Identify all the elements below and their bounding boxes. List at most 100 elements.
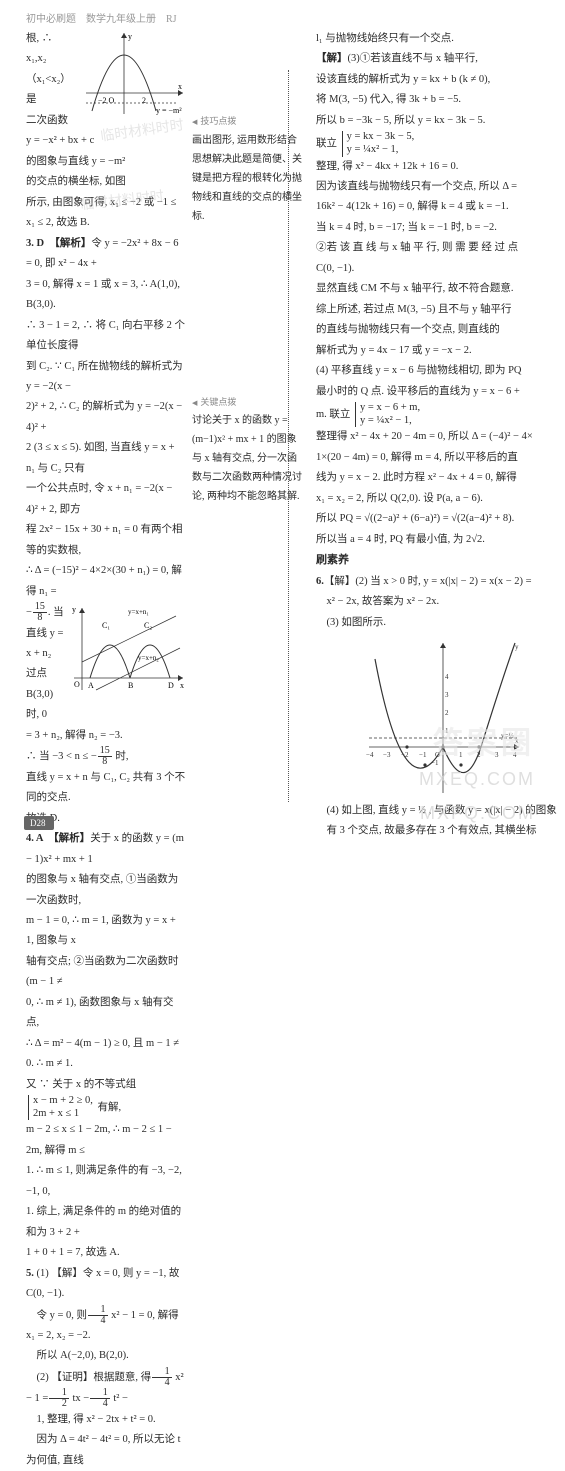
text-line: 1. ∴ m ≤ 1, 则满足条件的有 −3, −2, −1, 0, xyxy=(26,1161,186,1202)
text-line: 联立 y = kx − 3k − 5, y = ¼x² − 1, xyxy=(316,131,565,156)
text-line: 解析式为 y = 4x − 17 或 y = −x − 2. xyxy=(316,341,565,361)
text-line: (3) 如图所示. xyxy=(316,613,565,633)
analysis-label: 【解析】 xyxy=(55,238,92,249)
text-line: 轴有交点; ②当函数为二次函数时 (m − 1 ≠ xyxy=(26,952,186,993)
svg-text:3: 3 xyxy=(445,691,449,699)
text-line: 因为 Δ = 4t² − 4t² = 0, 所以无论 t 为何值, 直线 xyxy=(26,1430,186,1471)
svg-text:C₁: C₁ xyxy=(102,621,110,630)
svg-text:y=x+n₂: y=x+n₂ xyxy=(138,654,159,662)
text-line: 所以 b = −3k − 5, 所以 y = kx − 3k − 5. xyxy=(316,111,565,131)
text-line: ∴ Δ = m² − 4(m − 1) ≥ 0, 且 m − 1 ≠ 0. ∴ … xyxy=(26,1034,186,1075)
svg-text:B: B xyxy=(128,681,133,690)
svg-text:y=x+n₁: y=x+n₁ xyxy=(128,608,149,616)
key-tag: 关键点拨 xyxy=(192,394,302,412)
svg-text:x: x xyxy=(178,82,182,91)
column-divider xyxy=(288,70,289,802)
text-line: 2 (3 ≤ x ≤ 5). 如图, 当直线 y = x + n₁ 与 C₂ 只… xyxy=(26,438,186,479)
q3-block: 3. D 【解析】令 y = −2x² + 8x − 6 = 0, 即 x² −… xyxy=(26,234,186,829)
text-line: 最小时的 Q 点. 设平移后的直线为 y = x − 6 + xyxy=(316,382,565,402)
q4-block: 4. A 【解析】关于 x 的函数 y = (m − 1)x² + mx + 1… xyxy=(26,829,186,1264)
text-line: 又 ∵ 关于 x 的不等式组 x − m + 2 ≥ 0, 2m + x ≤ 1… xyxy=(26,1075,186,1121)
page-header: 初中必刷题 数学九年级上册 RJ xyxy=(26,10,555,25)
svg-text:y: y xyxy=(515,643,519,651)
analysis-label: 【解析】 xyxy=(53,833,90,844)
q3-label: 3. D xyxy=(26,238,55,249)
svg-text:2: 2 xyxy=(142,96,146,105)
text-line: 显然直线 CM 不与 x 轴平行, 故不符合题意. xyxy=(316,279,565,299)
svg-text:−2 O: −2 O xyxy=(98,96,115,105)
parabola-graph-svg: x y −2 O 2 y = −m² xyxy=(78,29,186,117)
text-line: 当 k = 4 时, b = −17; 当 k = −1 时, b = −2. xyxy=(316,218,565,238)
text-line: 二次函数 y = −x² + bx + c xyxy=(26,111,186,152)
text-line: 综上所述, 若过点 M(3, −5) 且不与 y 轴平行 xyxy=(316,300,565,320)
svg-text:x: x xyxy=(180,681,184,690)
text-line: 16k² − 4(12k + 16) = 0, 解得 k = 4 或 k = −… xyxy=(316,197,565,217)
text-line: 1. 综上, 满足条件的 m 的绝对值的和为 3 + 2 + xyxy=(26,1202,186,1243)
text-line: 到 C₂. ∵ C₁ 所在抛物线的解析式为 y = −2(x − xyxy=(26,357,186,398)
svg-text:A: A xyxy=(88,681,94,690)
text-line: 整理得 x² − 4x + 20 − 4m = 0, 所以 Δ = (−4)² … xyxy=(316,427,565,447)
text-line: 所示, 由图象可得, x₁ ≤ −2 或 −1 ≤ x₁ ≤ 2, 故选 B. xyxy=(26,193,186,234)
svg-text:y = −m²: y = −m² xyxy=(156,106,182,115)
text-line: 0, ∴ m ≠ 1), 函数图象与 x 轴有交点, xyxy=(26,993,186,1034)
svg-text:4: 4 xyxy=(445,673,449,681)
text: 【解】(2) 当 x > 0 时, y = x(|x| − 2) = x(x −… xyxy=(324,576,532,587)
page-number: D28 xyxy=(24,816,54,830)
text-line: ∴ 当 −3 < n ≤ −158 时, xyxy=(26,746,186,767)
figure-cubic-like: O 1 2 3 4 −1 −2 −3 −4 1 2 3 4 xyxy=(363,637,523,797)
column-left: x y −2 O 2 y = −m² 根, ∴ x₁,x₂（x₁<x₂）是 二次… xyxy=(26,29,186,819)
tip-tag: 技巧点拨 xyxy=(192,113,302,131)
text-line: 2)² + 2, ∴ C₂ 的解析式为 y = −2(x − 4)² + xyxy=(26,397,186,438)
text-line: 3 = 0, 解得 x = 1 或 x = 3, ∴ A(1,0), B(3,0… xyxy=(26,275,186,316)
text-line: 的图象与 x 轴有交点, ①当函数为一次函数时, xyxy=(26,870,186,911)
text-line: 因为该直线与抛物线只有一个交点, 所以 Δ = xyxy=(316,177,565,197)
q4-label: 4. A xyxy=(26,833,53,844)
text-line: x² − 2x, 故答案为 x² − 2x. xyxy=(316,592,565,612)
text-line: 的直线与抛物线只有一个交点, 则直线的 xyxy=(316,320,565,340)
text-line: 所以 A(−2,0), B(2,0). xyxy=(26,1346,186,1366)
text-line: 1×(20 − 4m) = 0, 解得 m = 4, 所以平移后的直 xyxy=(316,448,565,468)
text-line: 将 M(3, −5) 代入, 得 3k + b = −5. xyxy=(316,90,565,110)
svg-text:−4: −4 xyxy=(366,751,374,759)
text-line: x₁ = x₂ = 2, 所以 Q(2,0). 设 P(a, a − 6). xyxy=(316,489,565,509)
text-line: (2) 【证明】根据题意, 得14 x² − 1 =12 tx −14 t² − xyxy=(26,1367,186,1410)
text: (1) 【解】令 x = 0, 则 y = −1, 故 C(0, −1). xyxy=(26,1268,179,1299)
double-parabola-svg: x y O A B D C₁ C₂ y=x+n₁ y=x+n₂ xyxy=(68,602,186,694)
watermark-big: 答案圈 xyxy=(433,718,535,762)
text-line: 整理, 得 x² − 4kx + 12k + 16 = 0. xyxy=(316,157,565,177)
text-line: 所以 PQ = √((2−a)² + (6−a)²) = √(2(a−4)² +… xyxy=(316,509,565,529)
content-columns: x y −2 O 2 y = −m² 根, ∴ x₁,x₂（x₁<x₂）是 二次… xyxy=(26,29,555,819)
text-line: 有 3 个交点, 故最多存在 3 个有效点, 其横坐标 xyxy=(316,821,565,841)
text-line: 所以当 a = 4 时, PQ 有最小值, 为 2√2. xyxy=(316,530,565,550)
figure-parabola-1: x y −2 O 2 y = −m² xyxy=(78,29,186,117)
text-line: l₁ 与抛物线始终只有一个交点. xyxy=(316,29,565,49)
text-line: (4) 如上图, 直线 y = ½ , 与函数 y = x(|x| − 2) 的… xyxy=(316,801,565,821)
svg-text:−1: −1 xyxy=(419,751,427,759)
text-line: 的交点的横坐标, 如图 xyxy=(26,172,186,192)
text-line: ∴ 3 − 1 = 2, ∴ 将 C₁ 向右平移 2 个单位长度得 xyxy=(26,316,186,357)
page: 初中必刷题 数学九年级上册 RJ x y −2 O 2 y = −m² xyxy=(0,0,565,842)
section-shua: 刷素养 xyxy=(316,550,565,571)
text-line: 令 y = 0, 则14 x² − 1 = 0, 解得 x₁ = 2, x₂ =… xyxy=(26,1305,186,1347)
text-line: m − 1 = 0, ∴ m = 1, 函数为 y = x + 1, 图象与 x xyxy=(26,911,186,952)
text-line: 线为 y = x − 2. 此时方程 x² − 4x + 4 = 0, 解得 xyxy=(316,468,565,488)
text-line: ②若 该 直 线 与 x 轴 平 行, 则 需 要 经 过 点 xyxy=(316,238,565,258)
text-line: 1, 整理, 得 x² − 2tx + t² = 0. xyxy=(26,1410,186,1430)
svg-text:y: y xyxy=(72,605,76,614)
svg-text:C₂: C₂ xyxy=(144,621,152,630)
text-line: = 3 + n₂, 解得 n₂ = −3. xyxy=(26,726,186,746)
cubic-graph-svg: O 1 2 3 4 −1 −2 −3 −4 1 2 3 4 xyxy=(363,637,523,797)
text-line: m − 2 ≤ x ≤ 1 − 2m, ∴ m − 2 ≤ 1 − 2m, 解得… xyxy=(26,1120,186,1161)
text-line: 【解】(3)①若该直线不与 x 轴平行, xyxy=(316,49,565,69)
text-line: 1 + 0 + 1 = 7, 故选 A. xyxy=(26,1243,186,1263)
text-line: 程 2x² − 15x + 30 + n₁ = 0 有两个相等的实数根, xyxy=(26,520,186,561)
q6-label: 6. xyxy=(316,576,324,587)
text-line: 设该直线的解析式为 y = kx + b (k ≠ 0), xyxy=(316,70,565,90)
column-right: l₁ 与抛物线始终只有一个交点. 【解】(3)①若该直线不与 x 轴平行, 设该… xyxy=(302,29,565,819)
svg-text:2: 2 xyxy=(445,709,449,717)
side-note-1: 画出图形, 运用数形结合思想解决此题是简便、关键是把方程的根转化为抛物线和直线的… xyxy=(192,131,302,226)
text-line: ∴ Δ = (−15)² − 4×2×(30 + n₁) = 0, 解得 n₁ … xyxy=(26,561,186,602)
q6-block: 6.【解】(2) 当 x > 0 时, y = x(|x| − 2) = x(x… xyxy=(316,572,565,842)
text-line: 一个公共点时, 令 x + n₁ = −2(x − 4)² + 2, 即方 xyxy=(26,479,186,520)
text-line: 的图象与直线 y = −m² xyxy=(26,152,186,172)
